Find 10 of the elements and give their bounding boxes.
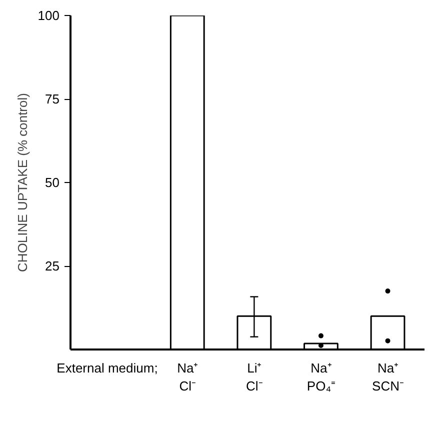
- y-tick-label: 50: [45, 175, 60, 190]
- text: External medium;: [56, 360, 158, 376]
- x-tick-label: Li⁺ Cl⁻: [246, 360, 262, 394]
- y-tick-label: 25: [45, 258, 60, 274]
- x-tick-label: Na⁺ SCN⁻: [372, 360, 404, 394]
- y-tick-label: 75: [45, 92, 60, 106]
- x-tick-label: Na⁺ Cl⁻: [177, 360, 198, 394]
- y-axis-title: CHOLINE UPTAKE (% control): [14, 93, 30, 272]
- x-tick-label: Na⁺ PO₄⁼: [306, 360, 336, 394]
- y-tick-label: 100: [38, 8, 60, 23]
